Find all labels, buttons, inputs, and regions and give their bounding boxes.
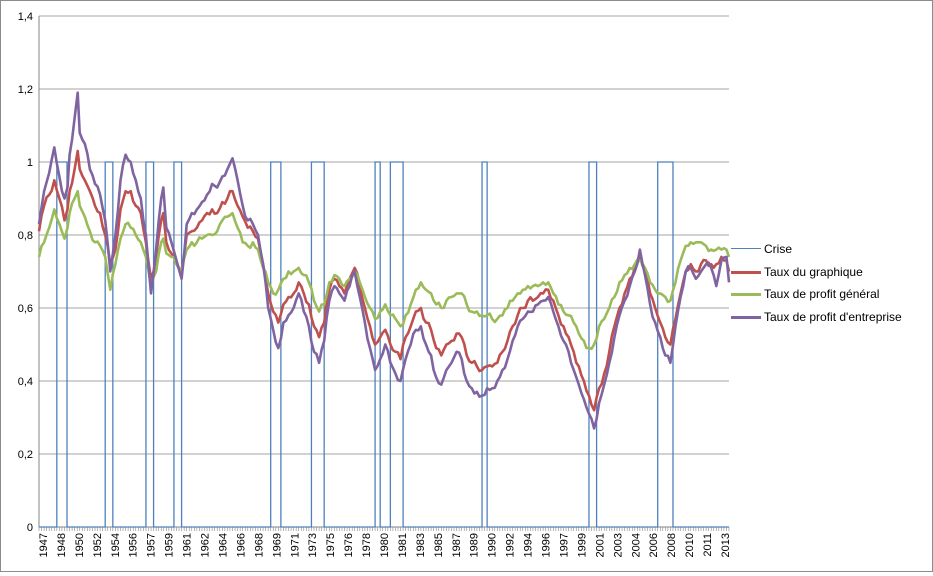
x-tick-label: 1961 bbox=[182, 533, 194, 557]
legend-item-taux-profit-entreprise: Taux de profit d'entreprise bbox=[731, 309, 931, 332]
x-tick-label: 1973 bbox=[307, 533, 319, 557]
x-tick-label: 1968 bbox=[253, 533, 265, 557]
y-tick-label: 0,8 bbox=[18, 230, 33, 242]
x-tick-label: 1999 bbox=[576, 533, 588, 557]
taux-profit-entreprise-line bbox=[37, 91, 731, 430]
x-tick-label: 2013 bbox=[720, 533, 732, 557]
y-tick-label: 0,4 bbox=[18, 376, 33, 388]
x-tick-label: 2003 bbox=[612, 533, 624, 557]
x-tick-label: 2006 bbox=[648, 533, 660, 557]
x-tick-label: 1969 bbox=[271, 533, 283, 557]
legend-item-taux-profit-general: Taux de profit général bbox=[731, 286, 931, 309]
legend-swatch bbox=[731, 315, 761, 319]
crise-series-line bbox=[39, 161, 729, 528]
legend-item-taux-du-graphique: Taux du graphique bbox=[731, 264, 931, 287]
x-tick-label: 1990 bbox=[487, 533, 499, 557]
x-tick-label: 1994 bbox=[523, 533, 535, 557]
x-tick-label: 1992 bbox=[505, 533, 517, 557]
gridlines bbox=[39, 15, 729, 528]
x-tick-label: 1997 bbox=[558, 533, 570, 557]
x-tick-label: 1952 bbox=[92, 533, 104, 557]
y-tick-label: 0 bbox=[27, 522, 33, 534]
x-tick-label: 1957 bbox=[146, 533, 158, 557]
y-tick-label: 0,6 bbox=[18, 303, 33, 315]
legend-label: Taux du graphique bbox=[764, 264, 863, 279]
x-tick-label: 2001 bbox=[594, 533, 606, 557]
y-tick-label: 1 bbox=[27, 157, 33, 169]
y-tick-label: 1,4 bbox=[18, 11, 33, 23]
y-tick-label: 0,2 bbox=[18, 449, 33, 461]
x-tick-label: 1981 bbox=[397, 533, 409, 557]
legend-item-crise: Crise bbox=[731, 241, 931, 264]
x-tick-label: 1964 bbox=[217, 533, 229, 557]
legend-label: Taux de profit général bbox=[764, 287, 880, 301]
x-tick-label: 1954 bbox=[110, 533, 122, 557]
x-tick-label: 1987 bbox=[451, 533, 463, 557]
x-tick-label: 1983 bbox=[415, 533, 427, 557]
y-tick-label: 1,2 bbox=[18, 84, 33, 96]
x-tick-label: 1966 bbox=[235, 533, 247, 557]
taux-du-graphique-line bbox=[37, 149, 731, 412]
x-tick-label: 1996 bbox=[541, 533, 553, 557]
y-axis: 0 0,2 0,4 0,6 0,8 1 1,2 1,4 bbox=[18, 11, 40, 534]
legend-label: Taux de profit d'entreprise bbox=[764, 309, 902, 324]
x-tick-label: 1980 bbox=[379, 533, 391, 557]
x-tick-label: 2011 bbox=[702, 533, 714, 557]
legend-swatch bbox=[731, 293, 761, 296]
x-axis: 1947 1948 1950 1952 1954 1956 1957 1959 1961 1962… bbox=[38, 526, 732, 557]
x-tick-label: 1959 bbox=[164, 533, 176, 557]
legend-swatch bbox=[731, 270, 761, 274]
x-tick-label: 1976 bbox=[343, 533, 355, 557]
x-tick-label: 1956 bbox=[128, 533, 140, 557]
x-tick-label: 1985 bbox=[433, 533, 445, 557]
x-tick-label: 1971 bbox=[289, 533, 301, 557]
plot-area bbox=[37, 91, 731, 528]
x-tick-label: 1989 bbox=[469, 533, 481, 557]
x-tick-label: 1948 bbox=[56, 533, 68, 557]
x-tick-label: 2010 bbox=[684, 533, 696, 557]
x-tick-label: 1962 bbox=[200, 533, 212, 557]
legend-swatch bbox=[731, 248, 761, 249]
x-tick-label: 1978 bbox=[361, 533, 373, 557]
x-tick-label: 2004 bbox=[630, 533, 642, 557]
x-tick-label: 1975 bbox=[325, 533, 337, 557]
x-tick-label: 1950 bbox=[74, 533, 86, 557]
legend-label: Crise bbox=[764, 242, 793, 256]
x-tick-label: 2008 bbox=[666, 533, 678, 557]
legend: Crise Taux du graphique Taux de profit g… bbox=[731, 241, 931, 331]
x-tick-label: 1947 bbox=[38, 533, 50, 557]
